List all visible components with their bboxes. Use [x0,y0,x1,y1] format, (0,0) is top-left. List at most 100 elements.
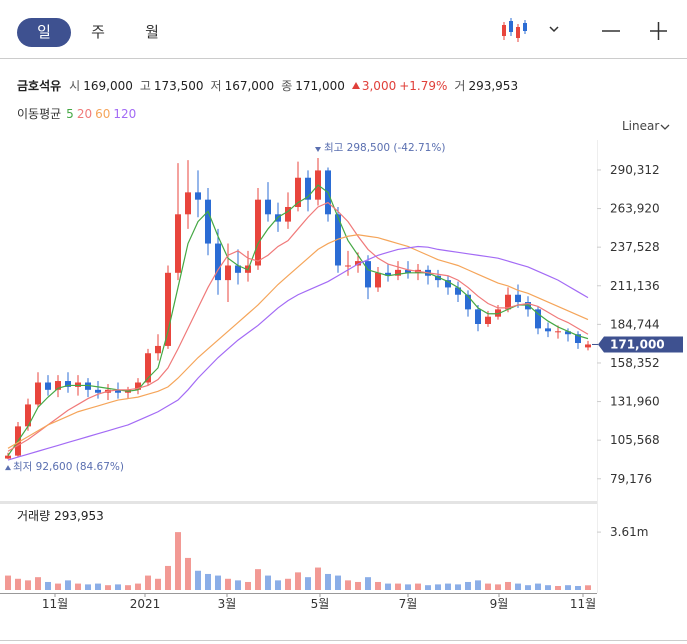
candle-body [35,382,41,405]
volume-bar [385,583,391,590]
volume-bar [295,572,301,590]
candle-body [535,309,541,329]
volume-bar [305,577,311,590]
zoom-in[interactable] [650,22,667,40]
low: 167,000 [224,78,275,93]
candle-body [365,261,371,288]
y-tick-label: 105,568 [610,433,660,447]
tab-month[interactable]: 월 [145,23,159,41]
x-tick-label: 7월 [399,597,418,611]
candle-body [115,389,121,393]
volume-bar [365,577,371,590]
candle-body [565,331,571,335]
volume-bar [155,578,161,590]
ma-legend-item[interactable]: 120 [113,106,137,121]
high-label: 고 [139,79,151,93]
scale-mode[interactable]: Linear [622,119,659,133]
candle-body [445,280,451,288]
change-pct: +1.79% [399,78,448,93]
ma-line [7,184,589,456]
volume: 293,953 [468,78,519,93]
candle-body [295,177,301,207]
x-tick-label: 9월 [490,597,509,611]
up-arrow [351,82,360,89]
x-tick-label: 2021 [130,597,161,611]
candle-body [75,382,81,387]
volume-bar [345,580,351,590]
volume-bar [205,573,211,590]
x-tick-label: 5월 [311,597,330,611]
candle-body [135,382,141,390]
volume-bar [105,585,111,590]
scale-mode-text: Linear [622,119,660,133]
chart-type-dropdown[interactable] [549,26,559,33]
change: 3,000 [361,78,397,93]
candle-body [235,265,241,273]
volume-bar [15,578,21,590]
candle-body [145,353,151,383]
volume-bar [255,569,261,590]
candle-body [185,192,191,215]
x-tick-label: 11월 [42,597,68,611]
y-tick-label: 184,744 [610,317,660,331]
volume-bar [375,581,381,590]
chart-type-button[interactable] [502,18,527,42]
open: 169,000 [83,78,133,93]
volume-bar [515,583,521,590]
ma-legend-item[interactable]: 20 [76,106,93,121]
volume-bar [415,583,421,590]
volume-bar [565,585,571,590]
volume-bar [225,578,231,590]
candle-body [255,199,261,266]
volume-bar [575,585,581,590]
volume-bar [145,575,151,590]
candle-body [195,192,201,200]
volume-bar [85,584,91,590]
ma-legend-item[interactable]: 60 [95,106,111,121]
scale-mode-chevron [660,124,670,130]
volume-bar [275,580,281,590]
volume-bar [175,532,181,590]
volume-bar [115,584,121,590]
candle-body [505,294,511,310]
x-tick-label: 3월 [218,597,237,611]
volume-bar [535,583,541,590]
volume-bar [525,585,531,590]
volume-tick-label: 3.61m [610,525,648,539]
volume-bar [45,581,51,590]
candle-body [305,177,311,200]
volume-bar [5,575,11,590]
last-price-label: 171,000 [610,337,665,351]
close-label: 종 [281,79,293,93]
stock-name: 금호석유 [17,79,62,93]
volume-bar [285,578,291,590]
candle-body [585,344,591,348]
volume-bar [445,583,451,590]
volume-bar [485,583,491,590]
volume-bar [435,584,441,590]
candle-body [495,309,501,317]
candle-body [225,265,231,281]
quote-row: 금호석유 시 169,000 고 173,500 저 167,000 종 171,000… [17,77,521,94]
last-price-tag [598,336,683,353]
candle-body [455,287,461,295]
ma-legend-item[interactable]: 5 [66,106,74,121]
tab-week[interactable]: 주 [91,23,105,41]
volume-bar [555,585,561,590]
volume-bar [25,580,31,590]
ma-label: 이동평균 [17,107,62,121]
volume-bar [475,580,481,590]
candle-body [55,381,61,390]
tab-day[interactable]: 일 [17,18,71,47]
candle-body [345,265,351,267]
candle-body [265,199,271,215]
candle-body [215,243,221,281]
toolbar-icons [0,18,687,59]
candle-body [285,206,291,222]
volume-bar [425,585,431,590]
y-tick-label: 263,920 [610,202,660,216]
candle-body [375,272,381,288]
volume-bar [75,583,81,590]
low-marker-arrow [5,465,11,471]
volume-bar [55,583,61,590]
